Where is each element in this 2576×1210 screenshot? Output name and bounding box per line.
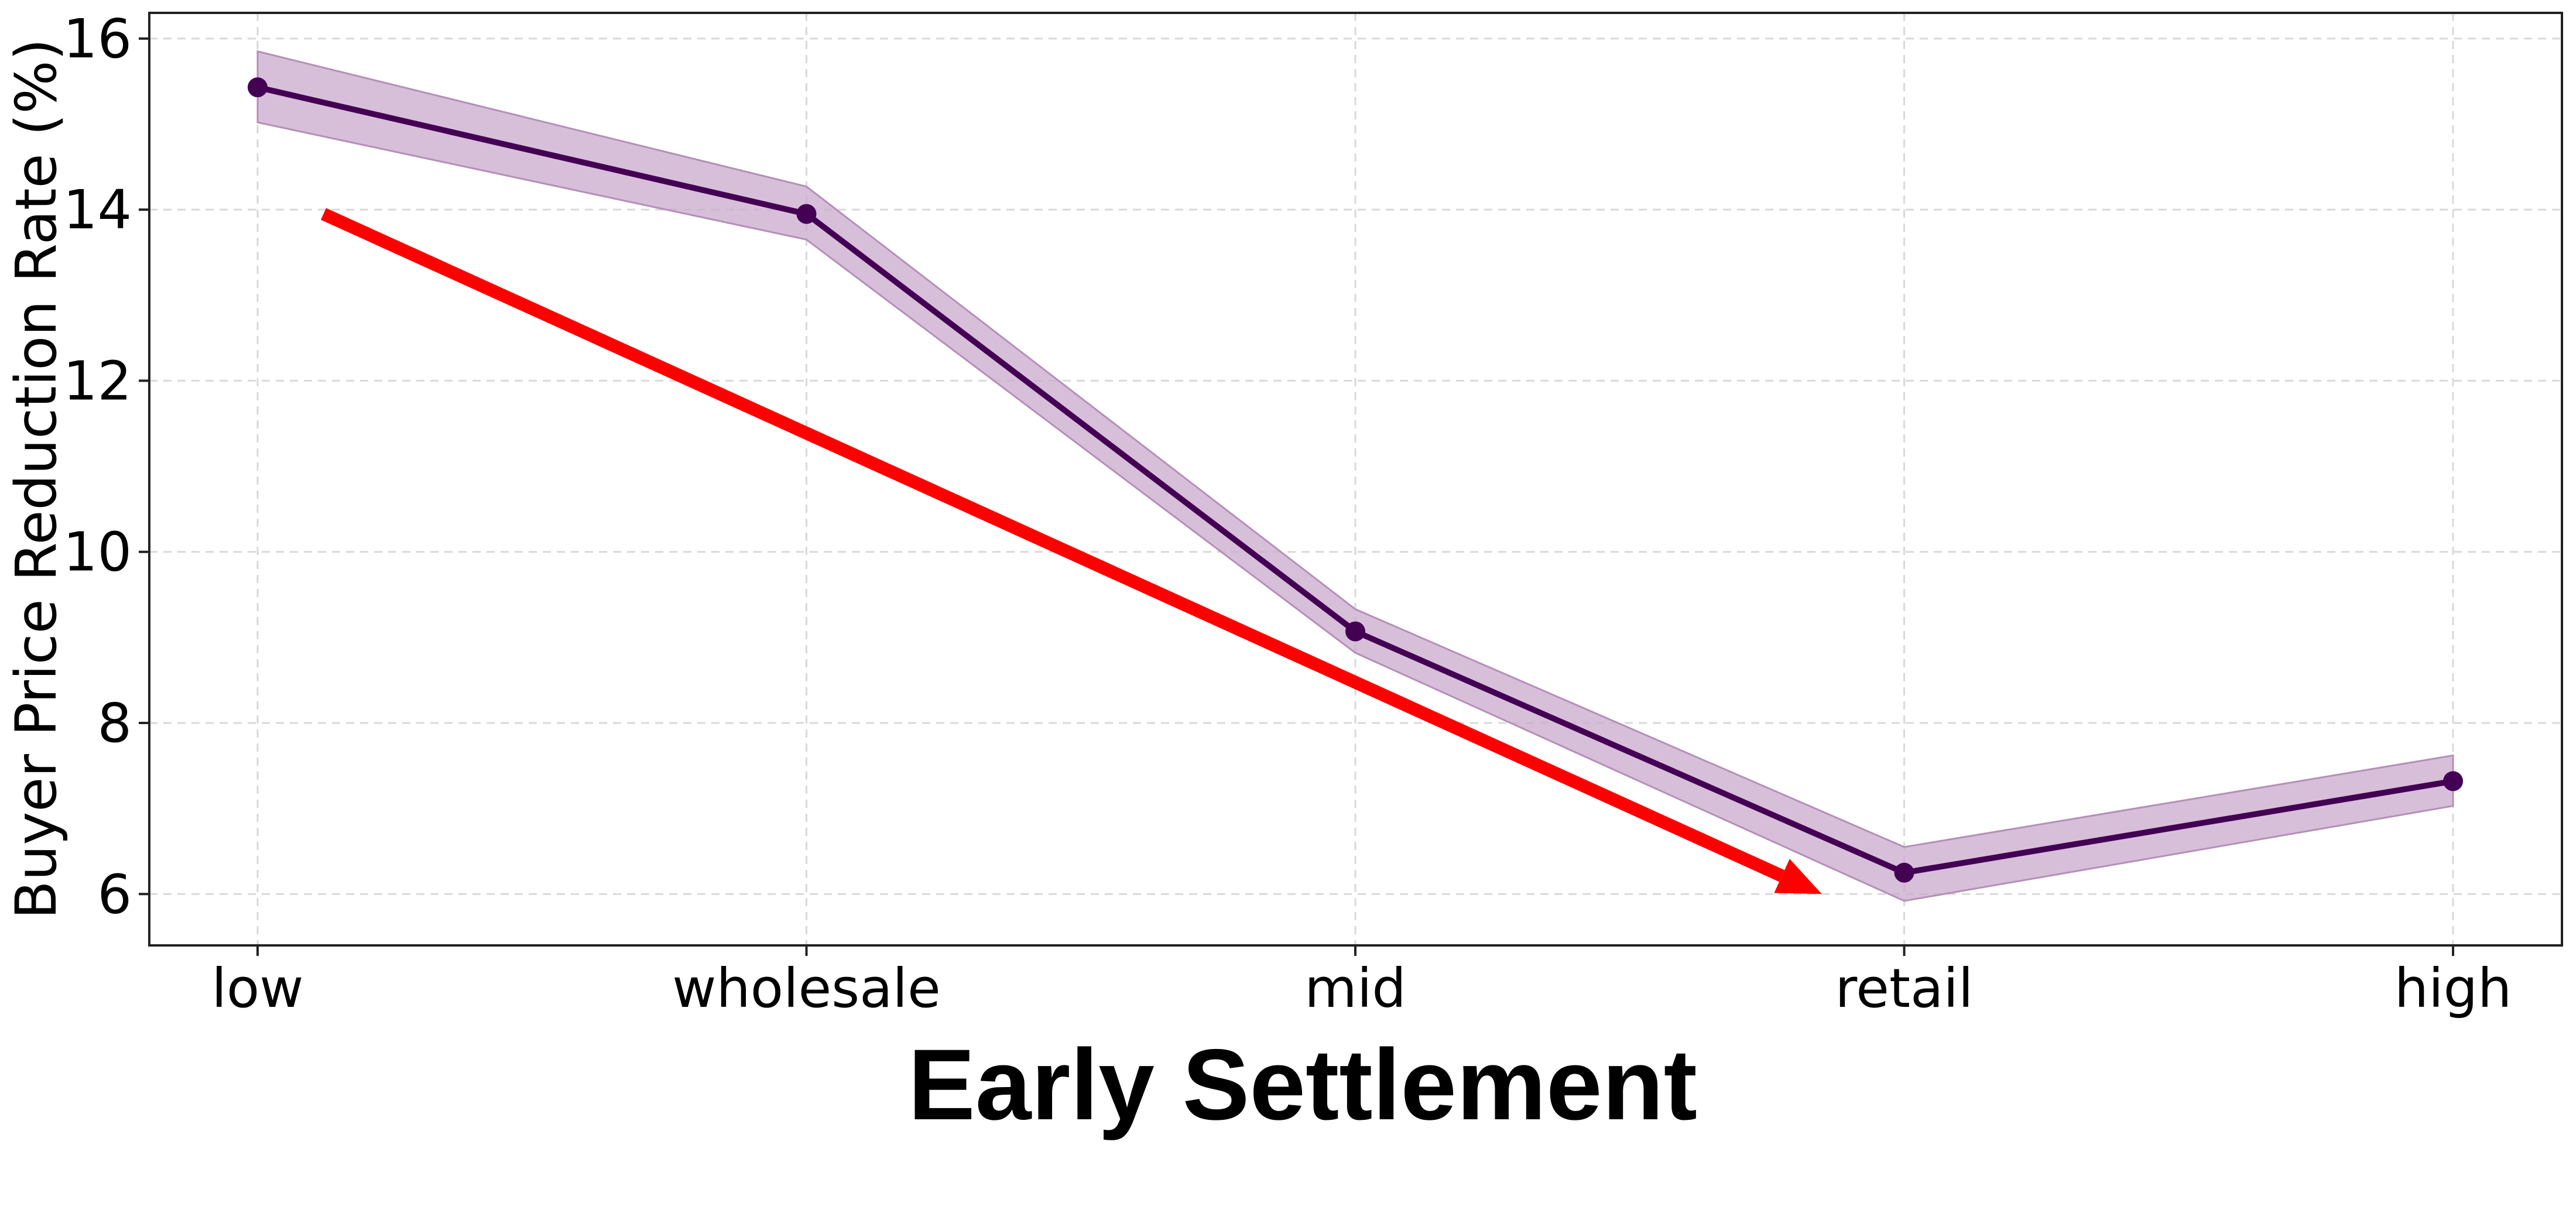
y-tick-label: 8 bbox=[97, 692, 132, 755]
trend-arrow-shaft bbox=[320, 208, 1785, 882]
trend-arrow bbox=[320, 208, 1822, 894]
y-tick-label: 10 bbox=[63, 521, 132, 584]
y-axis-ticks: 6 8 10 12 14 16 bbox=[63, 8, 149, 926]
y-tick-label: 14 bbox=[63, 179, 132, 241]
x-tick-label-retail: retail bbox=[1835, 957, 1974, 1020]
x-tick-label-wholesale: wholesale bbox=[672, 957, 940, 1020]
y-tick-label: 6 bbox=[97, 863, 132, 926]
x-tick-label-low: low bbox=[211, 957, 303, 1020]
data-point-high bbox=[2443, 771, 2463, 791]
data-points bbox=[248, 77, 2463, 883]
data-point-wholesale bbox=[796, 204, 817, 224]
y-axis-label: Buyer Price Reduction Rate (%) bbox=[4, 39, 69, 919]
x-axis-ticks: low wholesale mid retail high bbox=[211, 945, 2512, 1020]
data-point-low bbox=[248, 77, 268, 98]
grid bbox=[149, 13, 2562, 945]
y-tick-label: 12 bbox=[63, 349, 132, 412]
data-point-mid bbox=[1345, 621, 1365, 642]
x-tick-label-mid: mid bbox=[1304, 957, 1406, 1020]
trend-arrow-head bbox=[1774, 859, 1822, 894]
y-tick-label: 16 bbox=[63, 8, 132, 70]
chart-title: Early Settlement bbox=[908, 1029, 1697, 1141]
x-tick-label-high: high bbox=[2395, 957, 2512, 1020]
data-point-retail bbox=[1894, 862, 1914, 883]
